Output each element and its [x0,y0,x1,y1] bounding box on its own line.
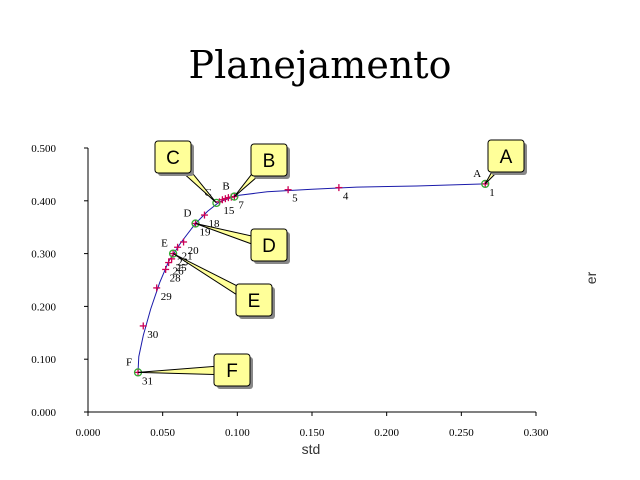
x-tick-label: 0.100 [225,427,250,439]
highlight-point-B [230,192,239,201]
callout-A: A [484,139,527,185]
highlight-label-E: E [161,238,168,250]
point-label-1: 1 [489,187,495,199]
callout-label-B: B [263,151,276,172]
callout-label-E: E [248,291,261,312]
point-label-21: 21 [182,250,193,262]
y-tick-label: 0.100 [31,354,56,366]
point-label-26: 26 [173,266,185,278]
point-label-19: 19 [200,227,212,239]
x-tick-label: 0.300 [524,427,549,439]
point-label-30: 30 [147,329,159,341]
data-point-5 [284,186,292,194]
highlight-label-F: F [126,356,132,368]
highlight-point-D [191,219,200,228]
y-tick-label: 0.400 [31,196,56,208]
callout-B: B [233,143,290,197]
point-label-7: 7 [238,200,244,212]
data-point-21 [174,243,182,251]
callout-box [487,139,525,173]
x-tick-label: 0.250 [449,427,474,439]
callout-label-F: F [226,361,238,382]
highlight-point-C [212,198,221,208]
y-tick-label: 0.500 [31,143,56,155]
point-label-15: 15 [223,205,235,217]
x-tick-label: 0.000 [76,427,101,439]
highlight-label-B: B [222,181,229,193]
data-point-29 [153,284,161,292]
data-point-20 [180,238,188,246]
point-label-28: 28 [170,272,182,284]
y-axis-title: er [583,271,599,284]
callout-label-C: C [166,148,180,169]
point-label-29: 29 [161,291,173,303]
ticks: 0.000 0.050 0.100 0.150 0.200 0.250 0.300 0.000… [31,143,549,439]
callouts: A B C D E F [137,139,527,389]
callout-E: E [172,253,275,319]
data-point-28 [162,265,170,273]
point-label-4: 4 [343,191,349,203]
highlight-label-D: D [184,208,192,220]
callout-C: C [154,140,217,204]
callout-box [235,283,273,317]
data-point-26 [165,259,173,267]
highlight-point-E [168,249,178,258]
x-tick-label: 0.050 [150,427,175,439]
callout-label-A: A [500,147,513,168]
callout-D: D [195,223,290,264]
point-label-23: 23 [177,257,189,269]
data-point-marker [221,195,229,203]
y-tick-label: 0.200 [31,301,56,313]
x-tick-label: 0.150 [300,427,325,439]
callout-box [250,228,288,262]
y-tick-label: 0.300 [31,249,56,261]
point-label-5: 5 [292,193,298,205]
callout-F: F [137,353,253,389]
x-tick-label: 0.200 [374,427,399,439]
frontier-curve [137,183,486,373]
callout-box [250,143,288,177]
point-label-31: 31 [142,375,153,387]
callout-label-D: D [262,236,276,257]
point-label-25: 25 [176,262,188,274]
highlight-point-A [481,179,490,189]
data-point-30 [139,322,147,330]
chart-title: Planejamento [189,43,452,87]
point-label-18: 18 [208,218,220,230]
y-tick-label: 0.000 [31,407,56,419]
x-axis-title: std [302,441,321,457]
callout-box [154,140,192,174]
data-point-4 [335,184,343,192]
highlight-label-A: A [473,168,481,180]
callout-box [213,353,251,387]
point-label-20: 20 [188,245,200,257]
data-point-18 [200,211,208,219]
data-point-marker [218,196,226,204]
